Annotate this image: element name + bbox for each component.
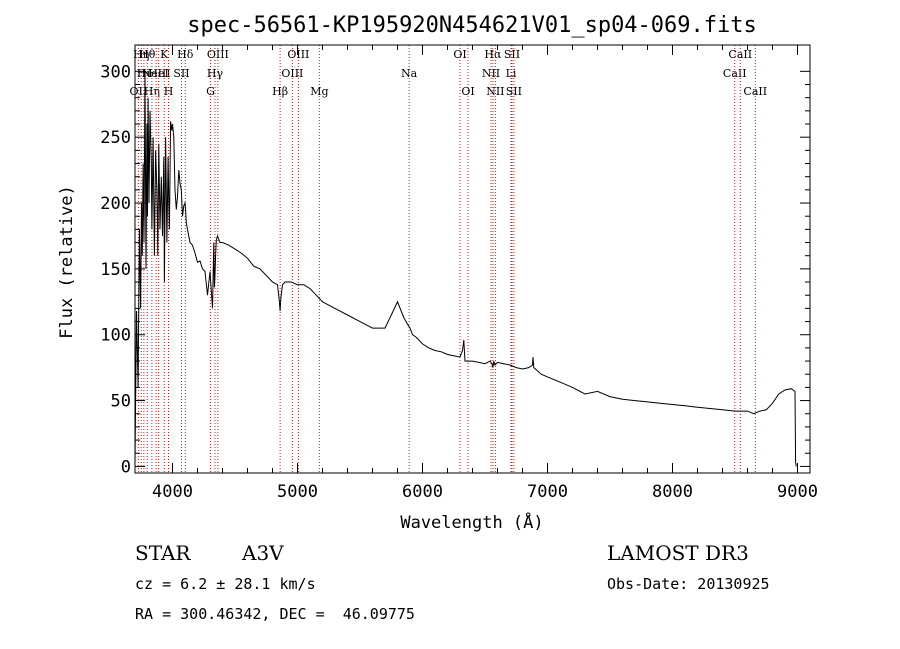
- line-marker-label-27: CaII: [723, 67, 747, 80]
- spectral-subclass: A3V: [242, 541, 284, 565]
- spectrum-line: [134, 71, 797, 467]
- y-tick-label: 50: [111, 392, 131, 412]
- y-tick-label: 150: [100, 260, 131, 280]
- redshift-text: cz = 6.2 ± 28.1 km/s: [135, 575, 316, 593]
- line-marker-label-0: OII: [130, 85, 148, 98]
- x-tick-label: 7000: [527, 482, 568, 502]
- x-tick-label: 6000: [402, 482, 443, 502]
- line-marker-label-7: K: [160, 48, 169, 61]
- line-marker-label-24: Li: [506, 67, 517, 80]
- line-marker-label-6: HeI: [148, 67, 168, 80]
- line-marker-label-17: Mg: [310, 85, 328, 98]
- object-class: STAR: [135, 541, 191, 565]
- x-tick-label: 8000: [652, 482, 693, 502]
- x-axis-label: Wavelength (Å): [400, 511, 543, 533]
- line-marker-label-11: G: [206, 85, 215, 98]
- line-marker-label-4: Hη: [144, 85, 160, 98]
- line-marker-label-1: Hη: [133, 48, 149, 61]
- line-marker-label-16: OIII: [287, 48, 309, 61]
- y-tick-label: 300: [100, 62, 131, 82]
- y-tick-label: 250: [100, 128, 131, 148]
- survey-name: LAMOST DR3: [607, 541, 749, 565]
- line-marker-label-21: NII: [482, 67, 500, 80]
- coordinates-text: RA = 300.46342, DEC = 46.09775: [135, 605, 415, 623]
- line-marker-label-29: CaII: [743, 85, 767, 98]
- line-marker-label-5: NeIII: [142, 67, 171, 80]
- x-tick-label: 4000: [152, 482, 193, 502]
- line-marker-label-3: Hθ: [139, 48, 156, 61]
- line-marker-label-9: SII: [173, 67, 189, 80]
- line-marker-label-12: Hγ: [207, 67, 224, 80]
- y-tick-label: 0: [121, 457, 131, 477]
- y-tick-label: 200: [100, 194, 131, 214]
- line-marker-label-18: Na: [401, 67, 418, 80]
- line-marker-label-14: Hβ: [272, 85, 288, 98]
- line-marker-label-22: Hα: [484, 48, 502, 61]
- line-marker-label-8: H: [164, 85, 174, 98]
- line-marker-label-13: OIII: [207, 48, 229, 61]
- chart-title: spec-56561-KP195920N454621V01_sp04-069.f…: [187, 13, 757, 38]
- line-marker-label-28: CaII: [728, 48, 752, 61]
- x-tick-label: 9000: [777, 482, 818, 502]
- obs-date-text: Obs-Date: 20130925: [607, 575, 770, 593]
- line-marker-label-19: OI: [453, 48, 466, 61]
- line-marker-label-2: Hι: [137, 67, 151, 80]
- line-marker-label-25: SII: [504, 48, 520, 61]
- line-marker-label-15: OIII: [281, 67, 303, 80]
- line-marker-label-26: SII: [506, 85, 522, 98]
- line-marker-label-23: NII: [486, 85, 504, 98]
- x-tick-label: 5000: [277, 482, 318, 502]
- y-tick-label: 100: [100, 326, 131, 346]
- line-marker-label-10: Hδ: [177, 48, 194, 61]
- line-marker-label-20: OI: [461, 85, 474, 98]
- y-axis-label: Flux (relative): [57, 185, 77, 339]
